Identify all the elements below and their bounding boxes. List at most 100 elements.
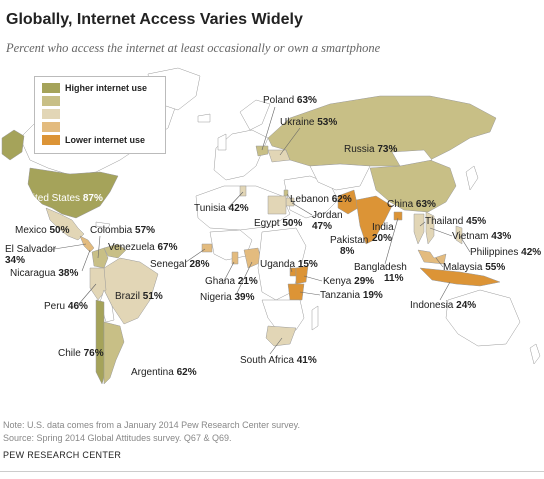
label-argentina: Argentina 62% (131, 367, 197, 378)
label-senegal: Senegal 28% (150, 259, 210, 270)
leader-senegal (185, 248, 206, 263)
label-vietnam: Vietnam 43% (452, 231, 512, 242)
legend-lower-row: Lower internet use (42, 135, 145, 145)
mongolia-shape (391, 149, 433, 167)
leader-peru (77, 283, 97, 306)
label-china: China 63% (387, 199, 436, 210)
leader-el-salvador (47, 243, 87, 251)
venezuela-shape (103, 243, 127, 259)
middle-east-shape (283, 175, 339, 219)
leader-uganda (289, 265, 293, 273)
new-zealand-shape (529, 343, 541, 365)
label-south-africa: South Africa 41% (240, 355, 317, 366)
ghana-shape (231, 251, 239, 265)
russia-shape (267, 95, 497, 167)
leader-tanzania (299, 291, 321, 296)
indonesia-shape (419, 267, 501, 287)
label-el-salvador: El Salvador 34% (5, 244, 57, 266)
label-indonesia: Indonesia 24% (410, 300, 477, 311)
pakistan-shape (337, 189, 359, 215)
label-peru: Peru 46% (44, 301, 88, 312)
bottom-divider (0, 471, 544, 472)
label-colombia: Colombia 57% (90, 225, 156, 236)
label-tanzania: Tanzania 19% (320, 290, 383, 301)
thailand-shape (413, 213, 425, 245)
label-philippines: Philippines 42% (470, 247, 542, 258)
alaska-shape (1, 129, 25, 161)
australia-shape (445, 289, 521, 347)
south-africa-shape (265, 325, 297, 347)
leader-tunisia (227, 191, 244, 209)
usa-shape (27, 167, 119, 219)
scandinavia-shape (239, 99, 271, 131)
label-brazil: Brazil 51% (115, 291, 163, 302)
label-jordan: Jordan 47% (312, 210, 343, 232)
leader-jordan (291, 202, 313, 216)
leader-bangladesh (384, 217, 399, 265)
pew-credit: PEW RESEARCH CENTER (3, 450, 122, 460)
leader-south-africa (269, 337, 283, 355)
map-title: Globally, Internet Access Varies Widely (6, 11, 303, 28)
leader-nigeria (235, 261, 253, 296)
legend-level4-row (42, 122, 60, 132)
label-pakistan: Pakistan 8% (330, 235, 369, 257)
label-nigeria: Nigeria 39% (200, 292, 255, 303)
legend-label-higher: Higher internet use (65, 83, 148, 93)
philippines-shape (455, 225, 463, 245)
label-thailand: Thailand 45% (425, 216, 487, 227)
legend-level2-row (42, 96, 60, 106)
leader-indonesia (439, 281, 451, 301)
poland-shape (255, 145, 269, 157)
world-map (1, 67, 541, 385)
india-shape (355, 195, 393, 245)
legend-label-lower: Lower internet use (65, 135, 146, 145)
leader-colombia (97, 235, 101, 259)
note-text: Note: U.S. data comes from a January 201… (3, 420, 300, 430)
argentina-shape (103, 321, 125, 385)
senegal-shape (201, 243, 213, 253)
label-ukraine: Ukraine 53% (280, 117, 338, 128)
source-text: Source: Spring 2014 Global Attitudes sur… (3, 433, 232, 443)
leader-lebanon (286, 193, 296, 206)
label-india: India 20% (372, 222, 394, 244)
egypt-shape (267, 195, 287, 215)
label-venezuela: Venezuela 67% (108, 242, 178, 253)
europe-shape (213, 129, 269, 181)
leader-poland (261, 106, 276, 151)
label-united-states: United States 87% (20, 193, 103, 204)
label-nicaragua: Nicaragua 38% (10, 268, 79, 279)
iceland-shape (197, 113, 211, 123)
legend-swatch-level5 (42, 135, 60, 145)
legend-swatch-level1 (42, 83, 60, 93)
bolivia-shape (99, 289, 115, 323)
leader-ghana (223, 261, 235, 282)
leader-malaysia (435, 257, 444, 268)
uk-shape (217, 133, 227, 151)
southern-africa-shape (261, 299, 305, 335)
madagascar-shape (311, 305, 319, 331)
japan-shape (465, 165, 479, 191)
map-subtitle: Percent who access the internet at least… (6, 41, 381, 55)
leader-kenya (303, 275, 323, 282)
label-mexico: Mexico 50% (15, 225, 70, 236)
legend-swatch-level3 (42, 109, 60, 119)
leader-nicaragua (81, 249, 91, 272)
label-kenya: Kenya 29% (323, 276, 375, 287)
central-asia-shape (309, 163, 371, 191)
leader-ukraine (279, 127, 301, 156)
legend-level3-row (42, 109, 60, 119)
leader-philippines (459, 235, 471, 253)
kenya-shape (295, 265, 309, 285)
malaysia-shape (417, 249, 447, 265)
leader-thailand (419, 221, 426, 227)
label-lebanon: Lebanon 62% (290, 194, 352, 205)
label-chile: Chile 76% (58, 348, 104, 359)
legend-swatch-level4 (42, 122, 60, 132)
label-poland: Poland 63% (263, 95, 317, 106)
bangladesh-shape (393, 211, 403, 221)
label-uganda: Uganda 15% (260, 259, 318, 270)
legend-swatch-level2 (42, 96, 60, 106)
tanzania-shape (287, 283, 305, 301)
label-malaysia: Malaysia 55% (443, 262, 506, 273)
